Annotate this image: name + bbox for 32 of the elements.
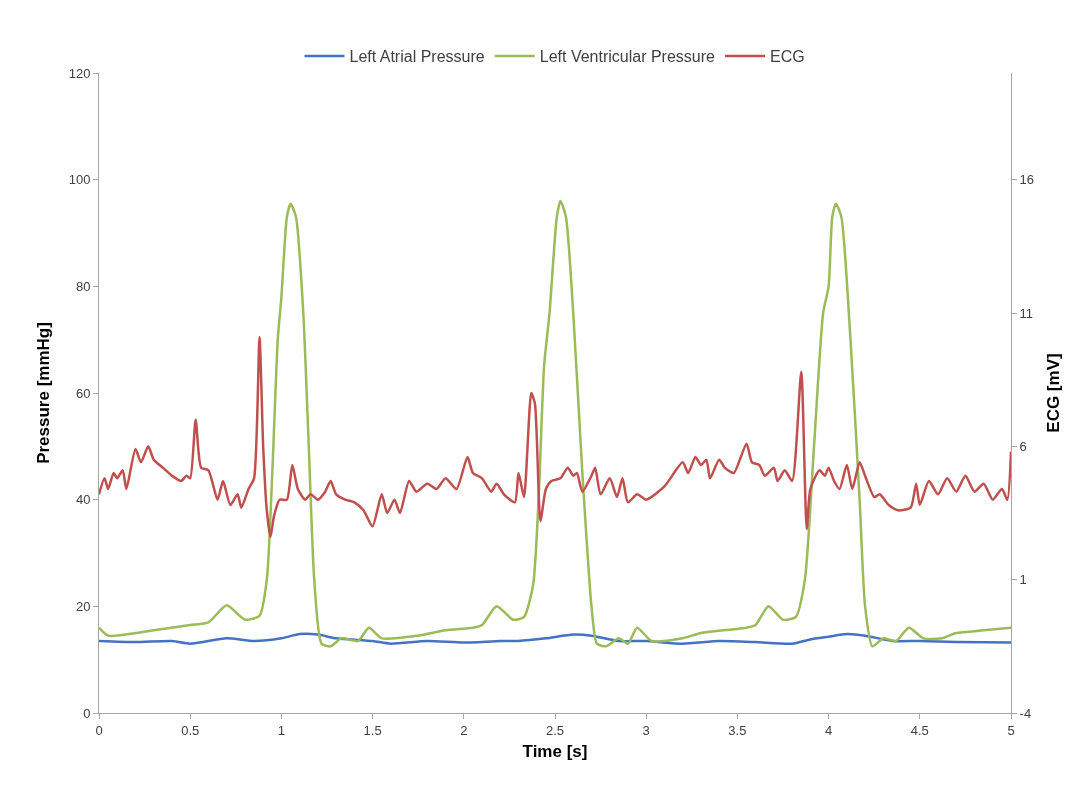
y2-tick-label: 6 bbox=[1019, 438, 1027, 454]
y-tick-label: 100 bbox=[68, 172, 91, 188]
x-tick-label: 0 bbox=[95, 722, 103, 738]
y-tick-label: 40 bbox=[75, 492, 91, 508]
legend-label: Left Ventricular Pressure bbox=[539, 48, 716, 66]
y-axis-title: Pressure [mmHg] bbox=[34, 322, 54, 464]
y-tick-label: 60 bbox=[75, 385, 91, 401]
x-tick-label: 2 bbox=[460, 722, 468, 738]
x-tick-label: 0.5 bbox=[181, 722, 200, 738]
line-series bbox=[99, 335, 1011, 539]
legend-label: Left Atrial Pressure bbox=[349, 48, 485, 66]
legend-label: ECG bbox=[770, 48, 805, 66]
x-tick-label: 2.5 bbox=[545, 722, 565, 738]
y2-tick-label: 11 bbox=[1019, 305, 1034, 321]
x-tick-label: 1.5 bbox=[363, 722, 382, 738]
y-tick-label: 80 bbox=[75, 278, 91, 294]
x-tick-label: 3.5 bbox=[728, 722, 747, 738]
y2-axis-title: ECG [mV] bbox=[1044, 353, 1064, 433]
y2-tick-label: 1 bbox=[1019, 572, 1027, 588]
x-tick-label: 4 bbox=[824, 722, 833, 738]
x-tick-label: 4.5 bbox=[910, 722, 929, 738]
x-tick-label: 5 bbox=[1007, 722, 1015, 738]
line-series bbox=[99, 199, 1011, 648]
y-tick-label: 20 bbox=[75, 598, 91, 614]
y-tick-label: 0 bbox=[83, 705, 91, 721]
x-tick-label: 1 bbox=[277, 722, 286, 738]
line-series bbox=[99, 632, 1011, 645]
y-tick-label: 120 bbox=[68, 65, 91, 81]
y2-tick-label: -4 bbox=[1019, 705, 1032, 721]
y2-tick-label: 16 bbox=[1019, 172, 1035, 188]
x-tick-label: 3 bbox=[642, 722, 650, 738]
x-axis-title: Time [s] bbox=[522, 742, 588, 761]
